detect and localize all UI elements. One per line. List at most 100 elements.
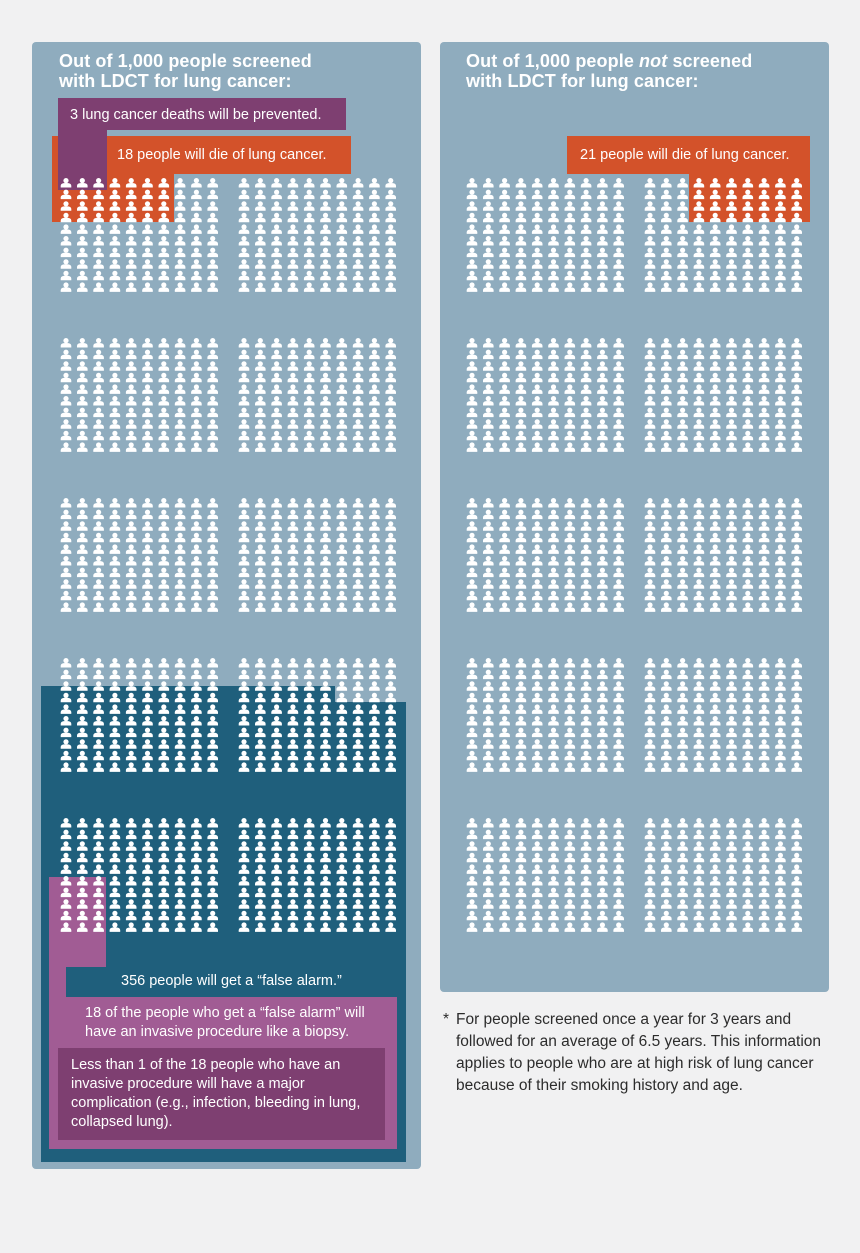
person-icon — [303, 201, 315, 211]
person-icon — [531, 372, 543, 383]
person-icon — [385, 567, 396, 578]
person-icon — [207, 899, 218, 909]
person-icon — [758, 762, 770, 772]
person-icon — [466, 887, 478, 898]
person-icon — [109, 887, 121, 898]
person-icon — [758, 590, 770, 601]
person-icon — [271, 361, 282, 371]
person-icon — [93, 739, 104, 749]
person-icon — [758, 567, 770, 578]
person-icon — [109, 669, 121, 680]
person-icon — [726, 430, 737, 441]
person-icon — [238, 750, 250, 761]
person-icon — [158, 407, 170, 418]
person-icon — [271, 876, 282, 886]
person-icon — [238, 704, 250, 714]
person-icon — [742, 669, 754, 680]
person-icon — [60, 590, 72, 601]
person-icon — [483, 419, 494, 429]
person-icon — [677, 852, 688, 863]
person-icon — [597, 567, 608, 578]
person-icon — [77, 841, 88, 851]
person-icon — [369, 922, 380, 932]
person-icon — [60, 282, 72, 292]
person-icon — [385, 750, 396, 761]
person-icon — [742, 201, 754, 211]
person-icon — [60, 247, 72, 258]
person-icon — [726, 864, 737, 874]
person-icon — [207, 739, 218, 749]
person-icon — [791, 349, 802, 360]
person-icon — [775, 841, 786, 851]
person-icon — [677, 270, 688, 281]
person-icon — [775, 372, 786, 383]
person-icon — [336, 922, 348, 932]
person-icon — [726, 704, 737, 714]
person-icon — [369, 590, 380, 601]
person-icon — [158, 692, 170, 703]
person-icon — [515, 189, 527, 200]
person-icon — [174, 212, 186, 223]
person-icon — [77, 384, 88, 394]
person-icon — [77, 876, 88, 886]
person-icon — [548, 852, 559, 863]
person-icon — [483, 681, 494, 691]
person-icon — [369, 910, 380, 921]
person-icon — [77, 669, 88, 680]
person-icon — [271, 521, 282, 531]
person-icon — [644, 384, 656, 394]
person-icon — [499, 384, 510, 394]
person-icon — [320, 384, 331, 394]
person-icon — [271, 910, 282, 921]
person-icon — [142, 681, 153, 691]
person-icon — [238, 201, 250, 211]
person-icon — [142, 259, 153, 269]
person-icon — [142, 556, 153, 566]
person-icon — [693, 178, 705, 188]
person-icon — [109, 739, 121, 749]
person-icon — [483, 658, 494, 668]
person-icon — [775, 704, 786, 714]
person-icon — [531, 910, 543, 921]
person-icon — [255, 762, 266, 772]
person-icon — [677, 236, 688, 246]
person-icon — [191, 498, 202, 508]
person-icon — [597, 189, 608, 200]
person-icon — [303, 750, 315, 761]
person-icon — [580, 349, 592, 360]
person-icon — [726, 899, 737, 909]
person-icon — [320, 727, 331, 738]
person-icon — [644, 259, 656, 269]
person-icon — [483, 750, 494, 761]
person-icon — [758, 887, 770, 898]
person-icon — [515, 750, 527, 761]
person-icon — [191, 509, 202, 520]
person-icon — [125, 762, 137, 772]
person-icon — [775, 509, 786, 520]
person-icon — [77, 396, 88, 406]
person-icon — [661, 247, 672, 258]
person-icon — [742, 567, 754, 578]
person-icon — [109, 212, 121, 223]
person-icon — [580, 590, 592, 601]
person-icon — [661, 841, 672, 851]
person-icon — [742, 361, 754, 371]
person-icon — [369, 887, 380, 898]
person-icon — [60, 498, 72, 508]
person-icon — [336, 498, 348, 508]
person-icon — [791, 829, 802, 840]
person-icon — [693, 442, 705, 452]
person-icon — [742, 442, 754, 452]
person-icon — [531, 704, 543, 714]
person-icon — [709, 270, 721, 281]
person-icon — [709, 259, 721, 269]
person-icon — [93, 361, 104, 371]
person-icon — [60, 430, 72, 441]
person-icon — [77, 259, 88, 269]
person-icon — [775, 338, 786, 348]
person-icon — [644, 201, 656, 211]
person-icon — [597, 372, 608, 383]
person-icon — [548, 236, 559, 246]
person-icon — [597, 704, 608, 714]
person-icon — [207, 818, 218, 828]
